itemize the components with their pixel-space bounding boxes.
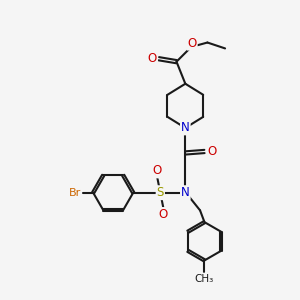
- Text: O: O: [159, 208, 168, 221]
- Text: O: O: [148, 52, 157, 65]
- Text: O: O: [153, 164, 162, 177]
- Text: N: N: [181, 186, 190, 199]
- Text: S: S: [157, 186, 164, 199]
- Text: O: O: [207, 145, 217, 158]
- Text: N: N: [181, 122, 190, 134]
- Text: O: O: [188, 37, 197, 50]
- Text: Br: Br: [69, 188, 81, 198]
- Text: CH₃: CH₃: [195, 274, 214, 284]
